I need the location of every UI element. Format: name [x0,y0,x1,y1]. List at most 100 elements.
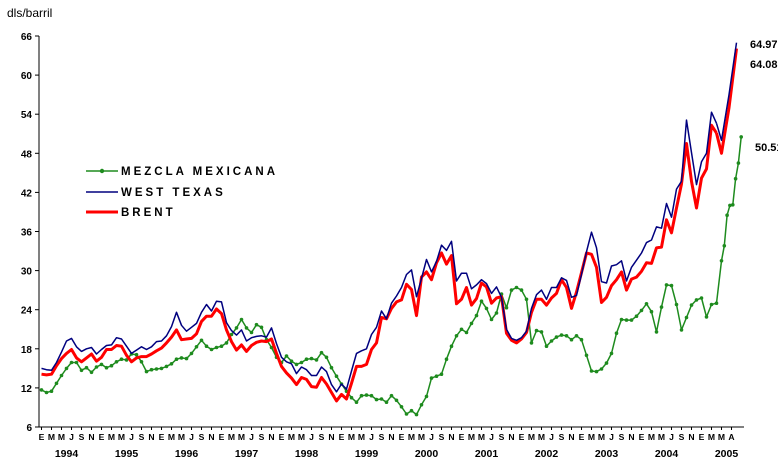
mezcla-data-point [509,288,514,292]
mezcla-data-point [584,353,589,358]
x-year-label: 2002 [535,448,559,460]
mezcla-data-point [64,366,69,371]
mezcla-data-point [424,394,429,399]
mezcla-data-point [404,412,409,416]
mezcla-data-point [669,283,674,288]
x-month-label: A [728,432,734,442]
x-month-label: E [519,432,525,442]
mezcla-data-point [299,360,304,365]
mezcla-data-point [414,412,419,417]
y-tick-label: 6 [26,423,32,434]
mezcla-data-point [564,334,569,338]
x-year-label: 2005 [715,448,739,460]
mezcla-data-point [329,365,334,370]
mezcla-data-point [149,367,154,372]
x-month-label: N [268,432,274,442]
mezcla-data-point [594,369,599,374]
x-month-label: J [369,432,374,442]
mezcla-data-point [234,326,239,330]
mezcla-data-point [384,400,389,405]
mezcla-data-point [736,161,741,165]
mezcla-data-point [144,369,149,374]
x-month-label: M [718,432,725,442]
x-month-label: S [259,432,265,442]
mezcla-data-point [374,397,379,402]
x-year-label: 2004 [655,448,679,460]
mezcla-data-point [699,296,704,300]
mezcla-data-point [154,367,159,371]
x-month-label: N [568,432,574,442]
mezcla-data-point [334,374,339,379]
mezcla-data-point [549,339,554,343]
mezcla-data-point [219,344,224,349]
x-month-label: M [48,432,55,442]
mezcla-data-point [529,341,534,345]
series-tail-brent [715,48,738,155]
mezcla-data-point [244,326,249,330]
x-month-label: M [588,432,595,442]
mezcla-data-point [689,303,694,307]
mezcla-data-point [539,330,544,334]
x-month-label: M [118,432,125,442]
mezcla-data-point [379,397,384,401]
mezcla-data-point [619,317,624,322]
y-tick-label: 12 [21,384,33,395]
x-month-label: M [478,432,485,442]
x-month-label: E [219,432,225,442]
mezcla-data-point [624,318,629,322]
mezcla-data-point [359,393,364,398]
mezcla-data-point [124,358,129,362]
mezcla-data-point [119,357,124,362]
series-line-brent [41,123,718,403]
mezcla-data-point [674,302,679,307]
x-month-label: M [658,432,665,442]
end-label-brent: 64.08 [750,59,778,71]
mezcla-data-point [484,306,489,311]
mezcla-data-point [504,305,509,310]
x-month-label: M [528,432,535,442]
mezcla-data-point [254,322,259,327]
mezcla-data-point [719,259,724,263]
mezcla-data-point [84,365,89,370]
mezcla-data-point [469,321,474,326]
x-month-label: E [159,432,165,442]
mezcla-data-point [59,373,64,378]
y-tick-label: 54 [21,110,33,121]
mezcla-data-point [194,345,199,349]
mezcla-data-point [679,328,684,332]
mezcla-data-point [659,305,664,309]
mezcla-data-point [629,318,634,322]
mezcla-data-point [369,393,374,398]
mezcla-data-point [599,367,604,371]
x-month-label: E [279,432,285,442]
x-month-label: E [459,432,465,442]
mezcla-data-point [134,352,139,357]
mezcla-data-point [514,285,519,290]
mezcla-data-point [554,335,559,339]
x-month-label: N [688,432,694,442]
legend-label-mezcla-mexicana: MEZCLA MEXICANA [121,166,278,178]
x-month-label: N [388,432,394,442]
x-month-label: J [549,432,554,442]
legend: MEZCLA MEXICANA WEST TEXAS BRENT [86,166,278,219]
x-month-label: N [148,432,154,442]
mezcla-data-point [524,297,529,302]
mezcla-data-point [609,351,614,356]
x-year-label: 1994 [55,448,79,460]
mezcla-data-point [39,388,44,392]
x-month-label: N [208,432,214,442]
end-label-mezcla-mexicana: 50.51 [755,142,778,154]
mezcla-data-point [449,344,454,349]
end-labels: 64.97 64.08 50.51 [750,39,778,154]
mezcla-data-point [704,315,709,319]
x-month-label: J [69,432,74,442]
mezcla-data-point [649,309,654,314]
mezcla-data-point [644,302,649,306]
x-month-label: J [189,432,194,442]
mezcla-data-point [294,362,299,367]
mezcla-data-point [389,393,394,398]
x-month-label: M [58,432,65,442]
mezcla-data-point [534,328,539,333]
x-month-label: E [39,432,45,442]
mezcla-data-point [179,356,184,360]
